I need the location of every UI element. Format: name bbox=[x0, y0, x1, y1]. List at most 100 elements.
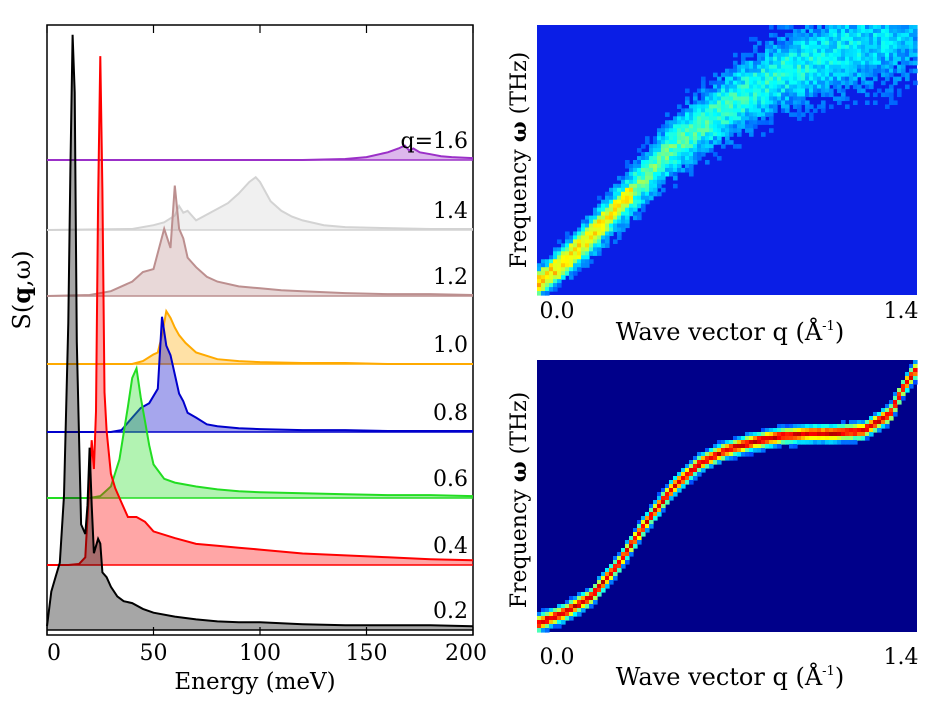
heatmap-cell bbox=[693, 100, 698, 106]
heatmap-cell bbox=[657, 152, 662, 157]
heatmap-cell bbox=[801, 64, 806, 70]
heatmap-cell bbox=[549, 608, 554, 613]
heatmap-cell bbox=[613, 572, 618, 577]
heatmap-cell bbox=[773, 52, 778, 58]
heatmap-cell bbox=[905, 380, 910, 385]
heatmap-cell bbox=[797, 108, 802, 113]
spectra-curves: q=1.61.41.21.00.80.60.40.2 bbox=[46, 34, 474, 631]
heatmap-cell bbox=[585, 239, 590, 244]
heatmap-cell bbox=[713, 444, 718, 449]
heatmap-cell bbox=[897, 36, 902, 42]
heatmap-cell bbox=[713, 460, 718, 465]
heatmap-cell bbox=[873, 416, 878, 421]
heatmap-cell bbox=[721, 100, 726, 106]
heatmap-cell bbox=[773, 48, 778, 54]
heatmap-cell bbox=[813, 424, 818, 429]
heatmap-cell bbox=[553, 251, 558, 256]
heatmap-cell bbox=[825, 88, 830, 94]
heatmap-cell bbox=[585, 227, 590, 233]
heatmap-cell bbox=[789, 48, 794, 54]
heatmap-cell bbox=[629, 171, 634, 177]
heatmap-cell bbox=[629, 211, 634, 217]
heatmap-cell bbox=[809, 112, 814, 117]
spectrum-fill-q-0.8 bbox=[47, 316, 473, 432]
heatmap-cell bbox=[769, 92, 774, 98]
heatmap-cell bbox=[913, 28, 918, 34]
heatmap-cell bbox=[861, 72, 866, 78]
heatmap-cell bbox=[581, 596, 586, 601]
heatmap-cell bbox=[725, 140, 730, 145]
heatmap-cell bbox=[569, 243, 574, 248]
heatmap-cell bbox=[797, 64, 802, 70]
heatmap-cell bbox=[717, 92, 722, 98]
heatmap-cell bbox=[889, 44, 894, 50]
heatmap-cell bbox=[609, 572, 614, 577]
heatmap-cell bbox=[909, 372, 914, 377]
heatmap-cell bbox=[645, 512, 650, 517]
heatmap-cell bbox=[693, 136, 698, 141]
heatmap-cell bbox=[641, 520, 646, 525]
heatmap-cell bbox=[669, 496, 674, 501]
heatmap-cell bbox=[677, 480, 682, 485]
heatmap-cell bbox=[733, 440, 738, 445]
heatmap-cell bbox=[797, 436, 802, 441]
heatmap-cell bbox=[537, 287, 542, 292]
heatmap-cell bbox=[713, 124, 718, 129]
heatmap-cell bbox=[821, 76, 826, 82]
heatmap-cell bbox=[665, 136, 670, 141]
heatmap-cell bbox=[629, 195, 634, 201]
heatmap-cell bbox=[829, 64, 834, 70]
heatmap-cell bbox=[725, 448, 730, 453]
heatmap-cell bbox=[613, 576, 618, 581]
heatmap-cell bbox=[565, 600, 570, 605]
heatmap-cell bbox=[845, 28, 850, 34]
heatmap-cell bbox=[865, 28, 870, 34]
heatmap-cell bbox=[789, 25, 794, 30]
heatmap-cell bbox=[649, 167, 654, 173]
heatmap-cell bbox=[825, 64, 830, 70]
heatmap-cell bbox=[757, 120, 762, 125]
heatmap-cell bbox=[773, 72, 778, 78]
heatmap-cell bbox=[833, 52, 838, 58]
heatmap-cell bbox=[717, 456, 722, 461]
heatmap-cell bbox=[765, 100, 770, 106]
heatmap-cell bbox=[693, 128, 698, 133]
heatmap-cell bbox=[621, 183, 626, 189]
heatmap-cell bbox=[825, 40, 830, 46]
heatmap-cell bbox=[677, 148, 682, 153]
heatmap-cell bbox=[821, 72, 826, 78]
heatmap-cell bbox=[557, 608, 562, 613]
heatmap-cell bbox=[733, 52, 738, 58]
heatmap-cell bbox=[565, 608, 570, 613]
heatmap-cell bbox=[845, 60, 850, 66]
heatmap-cell bbox=[845, 68, 850, 74]
heatmap-cell bbox=[821, 48, 826, 54]
heatmap-cell bbox=[769, 52, 774, 58]
heatmap-cell bbox=[597, 239, 602, 244]
heatmap-cell bbox=[669, 480, 674, 485]
heatmap-cell bbox=[741, 120, 746, 125]
heatmap-cell bbox=[537, 263, 542, 268]
heatmap-cell bbox=[853, 432, 858, 437]
heatmap-cell bbox=[621, 203, 626, 209]
heatmap-cell bbox=[669, 160, 674, 165]
heatmap-cell bbox=[865, 68, 870, 74]
heatmap-cell bbox=[845, 436, 850, 441]
heatmap-cell bbox=[649, 171, 654, 177]
heatmap-cell bbox=[809, 44, 814, 50]
heatmap-cell bbox=[849, 432, 854, 437]
heatmap-cell bbox=[597, 219, 602, 225]
heatmap-cell bbox=[629, 548, 634, 553]
heatmap-cell bbox=[869, 60, 874, 66]
heatmap-cell bbox=[853, 60, 858, 66]
heatmap-cell bbox=[705, 136, 710, 141]
heatmap-cell bbox=[701, 148, 706, 153]
heatmap-cell bbox=[773, 444, 778, 449]
heatmap-cell bbox=[681, 140, 686, 145]
heatmap-cell bbox=[709, 456, 714, 461]
heatmap-cell bbox=[717, 88, 722, 94]
heatmap-cell bbox=[701, 136, 706, 141]
heatmap-cell bbox=[901, 388, 906, 393]
heatmap-cell bbox=[773, 76, 778, 82]
heatmap-cell bbox=[745, 124, 750, 129]
